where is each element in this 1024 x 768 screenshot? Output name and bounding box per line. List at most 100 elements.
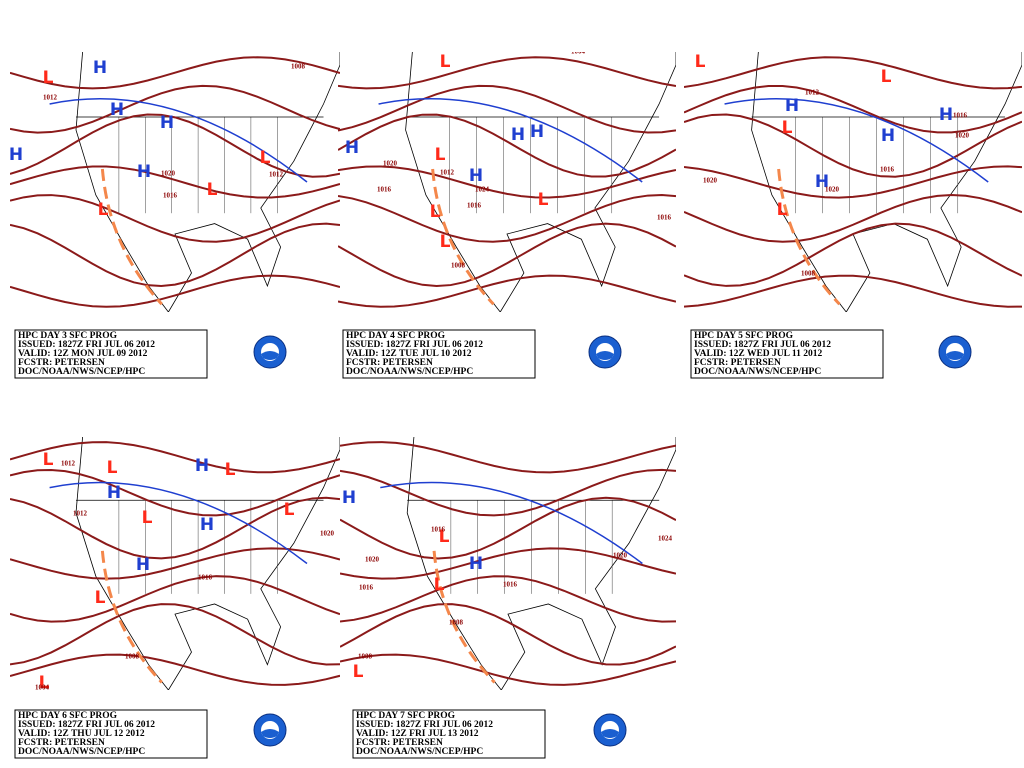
caption-box [342, 329, 536, 379]
cold-front [378, 98, 643, 183]
isobar-label: 1012 [440, 169, 455, 177]
isobar-label: 1016 [953, 112, 968, 120]
isobar [10, 274, 340, 308]
pressure-center: L [440, 52, 451, 72]
caption-line: VALID: 12Z FRI JUL 13 2012 [356, 729, 479, 739]
isobar [338, 165, 676, 199]
isobar [684, 165, 1022, 199]
isobar [10, 468, 340, 517]
isobar [340, 575, 676, 623]
isobar-label: 1020 [365, 556, 380, 564]
caption-box [14, 329, 208, 379]
isobar [340, 653, 676, 686]
isobar [338, 56, 676, 90]
pressure-center: L [95, 588, 106, 608]
isobar-label: 1004 [571, 48, 586, 56]
pressure-center: H [815, 172, 829, 192]
isobar [10, 113, 340, 178]
caption-line: VALID: 12Z MON JUL 09 2012 [18, 349, 148, 359]
isobar-label: 1020 [320, 530, 335, 538]
isobar-label: 1008 [801, 270, 816, 278]
isobar-label: 1012 [43, 94, 58, 102]
pressure-center: L [107, 458, 118, 478]
noaa-logo-wave [596, 351, 614, 360]
map-panel: L H H H H H L L L 1012 1020 1016 1012 1008 [9, 52, 340, 312]
pressure-center: L [43, 450, 54, 470]
pressure-center: L [881, 67, 892, 87]
isobar [338, 274, 676, 308]
isobar [340, 441, 676, 474]
caption-line: FCSTR: PETERSEN [356, 738, 443, 748]
pressure-center: L [435, 145, 446, 165]
isobar [10, 547, 340, 580]
pressure-center: L [777, 200, 788, 220]
pressure-center: L [440, 232, 451, 252]
pressure-center: L [142, 508, 153, 528]
trough [100, 550, 163, 684]
isobar-label: 1024 [658, 535, 673, 543]
isobar [10, 56, 340, 90]
isobar [10, 653, 340, 686]
isobar [10, 575, 340, 623]
trough [432, 550, 496, 684]
isobar-label: 1016 [431, 526, 446, 534]
caption-line: ISSUED: 1827Z FRI JUL 06 2012 [346, 340, 483, 350]
noaa-logo-wave [261, 729, 279, 738]
caption-line: DOC/NOAA/NWS/NCEP/HPC [356, 747, 483, 757]
isobar-label: 1012 [269, 171, 284, 179]
pressure-center: H [9, 145, 23, 165]
pressure-center: L [284, 500, 295, 520]
isobar [684, 193, 1022, 243]
pressure-center: H [345, 138, 359, 158]
isobar-label: 1020 [161, 170, 176, 178]
cold-front [380, 481, 643, 565]
pressure-center: L [207, 180, 218, 200]
trough [100, 168, 163, 306]
isobar-label: 1004 [35, 684, 50, 692]
caption-line: ISSUED: 1827Z FRI JUL 06 2012 [18, 720, 155, 730]
isobar [340, 547, 676, 580]
caption-line: VALID: 12Z WED JUL 11 2012 [694, 349, 822, 359]
isobar-label: 1016 [880, 166, 895, 174]
pressure-center: H [939, 105, 953, 125]
caption-line: FCSTR: PETERSEN [346, 358, 433, 368]
isobar [684, 222, 1022, 287]
pressure-center: H [136, 555, 150, 575]
pressure-center: H [785, 96, 799, 116]
pressure-center: L [43, 68, 54, 88]
isobar [340, 468, 676, 517]
cold-front [724, 98, 989, 183]
isobar-label: 1012 [61, 460, 76, 468]
caption-line: ISSUED: 1827Z FRI JUL 06 2012 [18, 340, 155, 350]
caption-box [352, 709, 546, 759]
isobar-label: 1016 [198, 574, 213, 582]
isobar [338, 194, 676, 243]
pressure-center: H [195, 456, 209, 476]
pressure-center: H [342, 488, 356, 508]
isobar [338, 84, 676, 134]
trough [777, 168, 841, 306]
isobar-label: 1016 [503, 581, 518, 589]
pressure-center: L [434, 575, 445, 595]
caption-line: HPC DAY 6 SFC PROG [18, 711, 118, 721]
caption-box [690, 329, 884, 379]
isobar [10, 194, 340, 243]
isobar-label: 1020 [703, 177, 718, 185]
isobar-label: 1012 [73, 510, 88, 518]
caption-line: HPC DAY 7 SFC PROG [356, 711, 456, 721]
isobar [10, 441, 340, 474]
isobar-label: 1016 [377, 186, 392, 194]
pressure-center: H [530, 122, 544, 142]
pressure-center: H [469, 166, 483, 186]
pressure-center: L [353, 662, 364, 682]
isobar-label: 1020 [383, 160, 398, 168]
isobar-label: 1016 [657, 214, 672, 222]
isobar [684, 84, 1022, 134]
caption-line: FCSTR: PETERSEN [694, 358, 781, 368]
isobar [340, 603, 676, 666]
isobar-label: 1020 [613, 552, 628, 560]
pressure-center: H [511, 125, 525, 145]
noaa-logo-wave [601, 729, 619, 738]
